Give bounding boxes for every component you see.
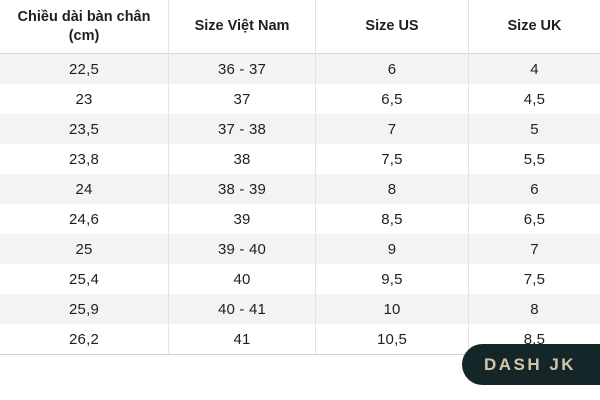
table-row: 24,6 39 8,5 6,5 bbox=[0, 204, 600, 234]
table-cell: 25,9 bbox=[0, 294, 169, 324]
table-cell: 8,5 bbox=[316, 204, 469, 234]
table-row: 25,4 40 9,5 7,5 bbox=[0, 264, 600, 294]
table-cell: 6,5 bbox=[316, 84, 469, 114]
table-cell: 22,5 bbox=[0, 54, 169, 84]
table-cell: 39 - 40 bbox=[169, 234, 316, 264]
table-cell: 7,5 bbox=[523, 270, 546, 288]
table-cell: 10,5 bbox=[316, 324, 469, 354]
table-cell: 23 bbox=[0, 84, 169, 114]
table-cell: 9 bbox=[316, 234, 469, 264]
table-row: 25,9 40 - 41 10 8 bbox=[0, 294, 600, 324]
column-header-size-us: Size US bbox=[316, 0, 469, 53]
table-cell: 7 bbox=[316, 114, 469, 144]
table-row: 23 37 6,5 4,5 bbox=[0, 84, 600, 114]
table-cell: 8 bbox=[316, 174, 469, 204]
table-cell: 6,5 bbox=[523, 210, 546, 228]
table-cell: 38 - 39 bbox=[169, 174, 316, 204]
table-body: 22,5 36 - 37 6 4 23 37 6,5 4,5 23,5 37 - 38 7 5 23,8… bbox=[0, 54, 600, 355]
column-header-foot-length: Chiều dài bàn chân (cm) bbox=[0, 0, 169, 53]
table-cell: 38 bbox=[169, 144, 316, 174]
table-row: 26,2 41 10,5 8,5 bbox=[0, 324, 600, 354]
table-cell: 24,6 bbox=[0, 204, 169, 234]
table-cell: 37 bbox=[169, 84, 316, 114]
table-cell: 24 bbox=[0, 174, 169, 204]
table-header-row: Chiều dài bàn chân (cm) Size Việt Nam Si… bbox=[0, 0, 600, 54]
table-cell: 40 bbox=[169, 264, 316, 294]
table-row: 22,5 36 - 37 6 4 bbox=[0, 54, 600, 84]
table-row: 24 38 - 39 8 6 bbox=[0, 174, 600, 204]
column-header-size-uk: Size UK bbox=[507, 18, 562, 35]
table-cell: 7 bbox=[530, 240, 539, 258]
table-cell: 7,5 bbox=[316, 144, 469, 174]
table-cell: 8 bbox=[530, 300, 539, 318]
table-cell: 41 bbox=[169, 324, 316, 354]
table-cell: 25 bbox=[0, 234, 169, 264]
table-cell: 25,4 bbox=[0, 264, 169, 294]
column-header-size-vietnam: Size Việt Nam bbox=[169, 0, 316, 53]
table-cell: 10 bbox=[316, 294, 469, 324]
table-cell: 5,5 bbox=[523, 150, 546, 168]
table-row: 23,8 38 7,5 5,5 bbox=[0, 144, 600, 174]
table-cell: 23,8 bbox=[0, 144, 169, 174]
table-row: 25 39 - 40 9 7 bbox=[0, 234, 600, 264]
brand-badge: DASH JK bbox=[462, 344, 600, 385]
table-cell: 8,5 bbox=[523, 330, 546, 348]
table-cell: 26,2 bbox=[0, 324, 169, 354]
table-cell: 9,5 bbox=[316, 264, 469, 294]
table-cell: 37 - 38 bbox=[169, 114, 316, 144]
table-cell: 40 - 41 bbox=[169, 294, 316, 324]
table-cell: 23,5 bbox=[0, 114, 169, 144]
table-cell: 36 - 37 bbox=[169, 54, 316, 84]
table-cell: 4,5 bbox=[523, 90, 546, 108]
table-cell: 6 bbox=[316, 54, 469, 84]
table-row: 23,5 37 - 38 7 5 bbox=[0, 114, 600, 144]
table-cell: 39 bbox=[169, 204, 316, 234]
table-cell: 4 bbox=[530, 60, 539, 78]
brand-logo-text: DASH JK bbox=[483, 354, 577, 374]
table-cell: 5 bbox=[530, 120, 539, 138]
table-cell: 6 bbox=[530, 180, 539, 198]
size-conversion-table: Chiều dài bàn chân (cm) Size Việt Nam Si… bbox=[0, 0, 600, 355]
